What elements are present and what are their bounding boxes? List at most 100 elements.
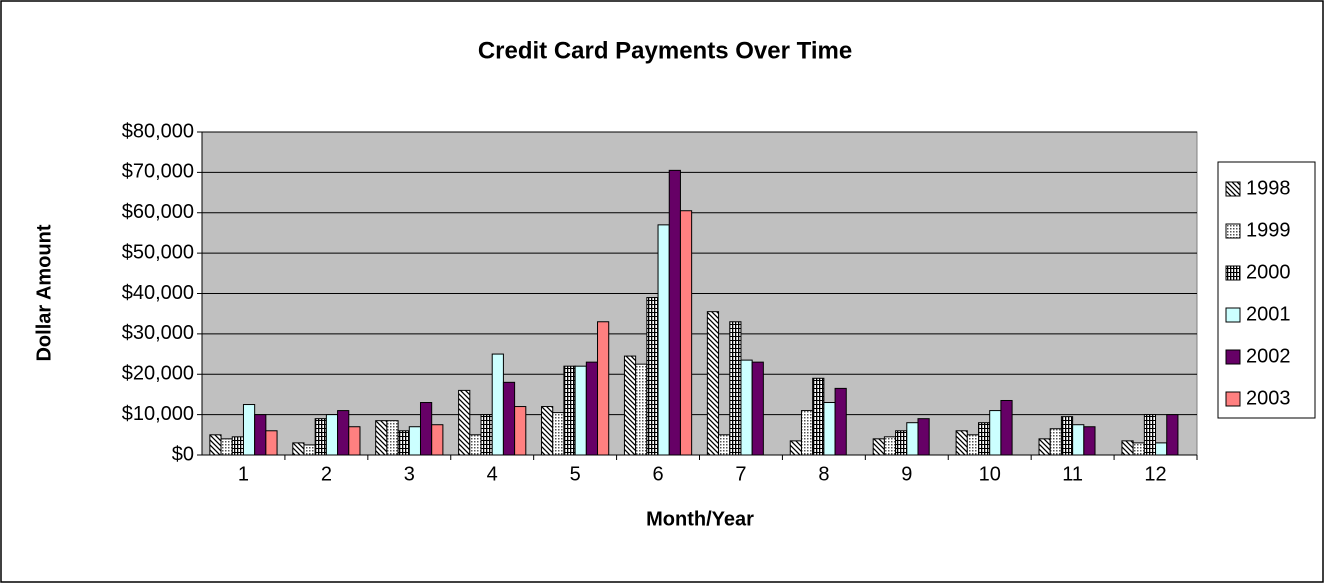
legend-label: 1998	[1246, 177, 1291, 199]
legend-label: 2002	[1246, 345, 1291, 367]
x-tick-label: 12	[1144, 463, 1166, 485]
bar	[375, 420, 388, 456]
bar	[292, 442, 305, 456]
y-tick-label: $50,000	[122, 241, 194, 263]
bar	[646, 297, 659, 456]
bar	[789, 440, 802, 456]
bar	[1143, 414, 1157, 456]
bar	[883, 436, 897, 456]
bar	[563, 365, 576, 456]
bar	[751, 361, 764, 456]
bar	[679, 210, 693, 456]
chart-title: Credit Card Payments Over Time	[478, 37, 852, 64]
legend-label: 2003	[1246, 387, 1291, 409]
y-tick-label: $0	[172, 443, 194, 465]
bar	[386, 420, 399, 456]
x-tick-label: 6	[652, 463, 663, 485]
bar	[431, 424, 444, 456]
y-tick-label: $60,000	[122, 201, 194, 223]
bar	[585, 361, 599, 456]
bar	[1060, 416, 1074, 456]
bar	[1132, 442, 1145, 456]
bar	[668, 169, 681, 456]
bar	[706, 311, 720, 456]
bar	[1000, 399, 1013, 456]
bar	[220, 438, 233, 456]
bar	[337, 410, 350, 456]
bar	[458, 389, 471, 456]
y-tick-label: $20,000	[122, 363, 194, 385]
bar	[325, 414, 339, 456]
bar	[834, 387, 847, 456]
x-tick-label: 10	[979, 463, 1001, 485]
x-tick-label: 9	[901, 463, 912, 485]
bar	[978, 422, 991, 456]
bar	[1049, 428, 1062, 456]
legend-label: 1999	[1246, 219, 1291, 241]
bar	[812, 377, 825, 456]
bar	[397, 430, 410, 456]
bar	[348, 426, 361, 456]
legend-label: 2000	[1246, 261, 1291, 283]
x-axis-title: Month/Year	[646, 508, 754, 530]
x-tick-label: 4	[487, 463, 498, 485]
bar	[657, 224, 670, 456]
y-tick-label: $10,000	[122, 403, 194, 425]
legend-swatch	[1225, 307, 1241, 323]
y-tick-label: $40,000	[122, 282, 194, 304]
legend-swatch	[1225, 223, 1241, 239]
bar	[408, 426, 421, 456]
bar	[209, 434, 222, 456]
bar	[635, 363, 648, 456]
y-tick-label: $70,000	[122, 161, 194, 183]
x-tick-label: 1	[238, 463, 249, 485]
bar	[800, 410, 814, 456]
bar	[989, 410, 1002, 456]
y-tick-label: $80,000	[122, 120, 194, 142]
bar	[623, 355, 637, 456]
bar	[502, 381, 516, 456]
bar	[469, 434, 482, 456]
bar	[1038, 438, 1051, 456]
bar	[254, 414, 267, 456]
bar	[491, 353, 504, 456]
bar	[541, 406, 554, 456]
bar	[729, 321, 742, 456]
bar	[718, 434, 731, 456]
y-axis-title: Dollar Amount	[33, 224, 55, 361]
bar	[1121, 440, 1134, 456]
bar	[419, 402, 433, 456]
y-tick-label: $30,000	[122, 322, 194, 344]
x-tick-label: 5	[570, 463, 581, 485]
bar	[1155, 442, 1168, 456]
bar	[955, 430, 968, 456]
bar	[597, 321, 610, 456]
bar	[242, 404, 256, 456]
legend-swatch	[1225, 349, 1241, 365]
bar	[231, 436, 244, 456]
legend-swatch	[1225, 265, 1241, 281]
bar	[1166, 414, 1179, 456]
bar	[966, 434, 980, 456]
bar	[265, 430, 278, 456]
bar	[574, 365, 587, 456]
x-tick-label: 2	[321, 463, 332, 485]
bar	[872, 438, 885, 456]
bar	[514, 406, 527, 456]
x-tick-label: 7	[735, 463, 746, 485]
bar	[917, 418, 930, 456]
bar	[314, 418, 327, 456]
bar	[895, 430, 908, 456]
legend-box	[1217, 161, 1316, 419]
bar	[480, 414, 493, 456]
x-tick-label: 11	[1062, 463, 1083, 485]
bar	[740, 359, 753, 456]
bar	[823, 402, 836, 456]
legend-label: 2001	[1246, 303, 1291, 325]
bar	[303, 444, 316, 456]
bar	[1083, 426, 1096, 456]
bar	[1072, 424, 1085, 456]
bar	[906, 422, 919, 456]
legend-swatch	[1225, 181, 1241, 197]
x-tick-label: 8	[818, 463, 829, 485]
